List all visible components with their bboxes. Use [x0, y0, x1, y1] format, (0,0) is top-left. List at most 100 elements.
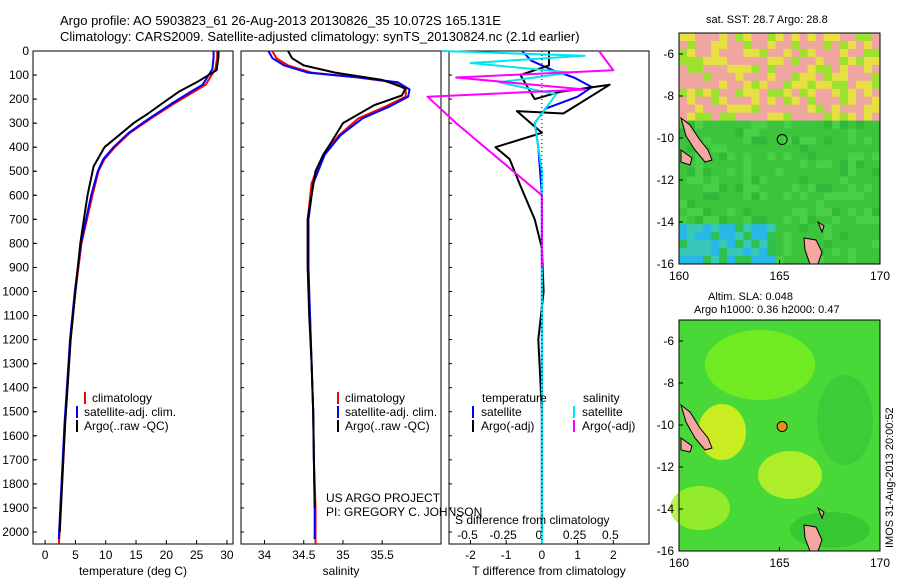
sst-cell — [743, 41, 752, 50]
sst-cell — [695, 176, 704, 185]
sst-cell — [815, 176, 825, 185]
sst-cell — [855, 192, 865, 201]
sst-cell — [855, 144, 865, 153]
sla-anomaly-blob — [790, 512, 870, 548]
sst-cell — [751, 120, 760, 130]
sst-cell — [847, 48, 857, 58]
sst-cell — [727, 168, 736, 177]
sst-cell — [687, 184, 696, 193]
sst-cell — [791, 112, 801, 122]
sst-cell — [767, 96, 776, 106]
sst-cell — [839, 168, 849, 177]
sst-cell — [695, 120, 704, 130]
sst-cell — [703, 168, 712, 177]
sst-cell — [831, 96, 841, 106]
sst-cell — [727, 41, 736, 50]
sst-cell — [775, 152, 784, 161]
sst-cell — [775, 41, 784, 50]
sst-cell — [847, 88, 857, 98]
sst-cell — [743, 56, 752, 66]
sst-cell — [831, 136, 841, 146]
sst-cell — [823, 64, 833, 74]
depth-tick-label: 1100 — [3, 309, 29, 323]
sst-cell — [767, 160, 776, 169]
sst-cell — [727, 112, 736, 122]
difference-tick-label: 2 — [610, 548, 617, 562]
sst-cell — [727, 184, 736, 193]
sst-cell — [863, 224, 873, 233]
sst-cell — [799, 232, 809, 241]
sst-cell — [719, 128, 728, 138]
depth-tick-label: 1200 — [2, 333, 29, 347]
sst-cell — [807, 128, 817, 138]
sst-cell — [751, 33, 760, 42]
sst-cell — [711, 88, 720, 98]
map-lon-label: 170 — [870, 269, 890, 283]
sst-cell — [743, 232, 752, 241]
sst-cell — [847, 112, 857, 122]
sst-cell — [847, 120, 857, 130]
sst-cell — [743, 48, 752, 58]
sst-cell — [711, 112, 720, 122]
temperature-tick-label: 0 — [42, 548, 49, 562]
sst-cell — [719, 88, 728, 98]
sst-cell — [847, 208, 857, 217]
sst-cell — [719, 240, 728, 249]
sst-cell — [872, 88, 881, 98]
sst-cell — [815, 208, 825, 217]
sst-cell — [783, 33, 792, 42]
sst-cell — [687, 232, 696, 241]
sst-cell — [751, 216, 760, 225]
sst-cell — [727, 88, 736, 98]
sst-cell — [799, 248, 809, 257]
sst-cell — [767, 120, 776, 130]
sst-cell — [735, 136, 744, 146]
depth-tick-label: 500 — [9, 164, 29, 178]
sst-cell — [872, 80, 881, 90]
sla-anomaly-blob — [758, 451, 822, 499]
sst-cell — [735, 248, 744, 257]
sst-cell — [855, 200, 865, 209]
sst-cell — [735, 176, 744, 185]
sst-cell — [727, 144, 736, 153]
sst-cell — [719, 256, 728, 265]
legend-label-argo: Argo(..raw -QC) — [84, 419, 169, 433]
sst-cell — [815, 56, 825, 66]
sst-cell — [783, 144, 792, 153]
sst-cell — [775, 136, 784, 146]
depth-tick-label: 0 — [22, 44, 29, 58]
sst-cell — [751, 192, 760, 201]
sst-cell — [831, 112, 841, 122]
sst-cell — [815, 184, 825, 193]
sst-cell — [727, 240, 736, 249]
sst-cell — [775, 80, 784, 90]
sst-cell — [783, 200, 792, 209]
sla-map: 160 165 170 -16 -14 -12 -10 -8 -6 — [657, 319, 890, 570]
sst-cell — [823, 152, 833, 161]
sst-cell — [695, 216, 704, 225]
sst-cell — [831, 48, 841, 58]
sst-cell — [855, 72, 865, 82]
sst-cell — [799, 240, 809, 249]
sst-cell — [743, 104, 752, 114]
sst-cell — [687, 33, 696, 42]
depth-tick-label: 700 — [9, 212, 29, 226]
sst-cell — [872, 72, 881, 82]
map-lon-label: 170 — [870, 556, 890, 570]
sst-cell — [807, 136, 817, 146]
sst-cell — [759, 232, 768, 241]
sst-cell — [863, 48, 873, 58]
sst-cell — [831, 144, 841, 153]
sst-cell — [735, 104, 744, 114]
sst-cell — [687, 240, 696, 249]
sst-cell — [839, 240, 849, 249]
sst-cell — [679, 33, 688, 42]
sst-cell — [751, 88, 760, 98]
sst-cell — [847, 64, 857, 74]
sst-cell — [799, 256, 809, 265]
sst-cell — [703, 208, 712, 217]
sst-cell — [759, 96, 768, 106]
sst-cell — [863, 41, 873, 50]
sst-cell — [679, 112, 688, 122]
sst-cell — [719, 184, 728, 193]
